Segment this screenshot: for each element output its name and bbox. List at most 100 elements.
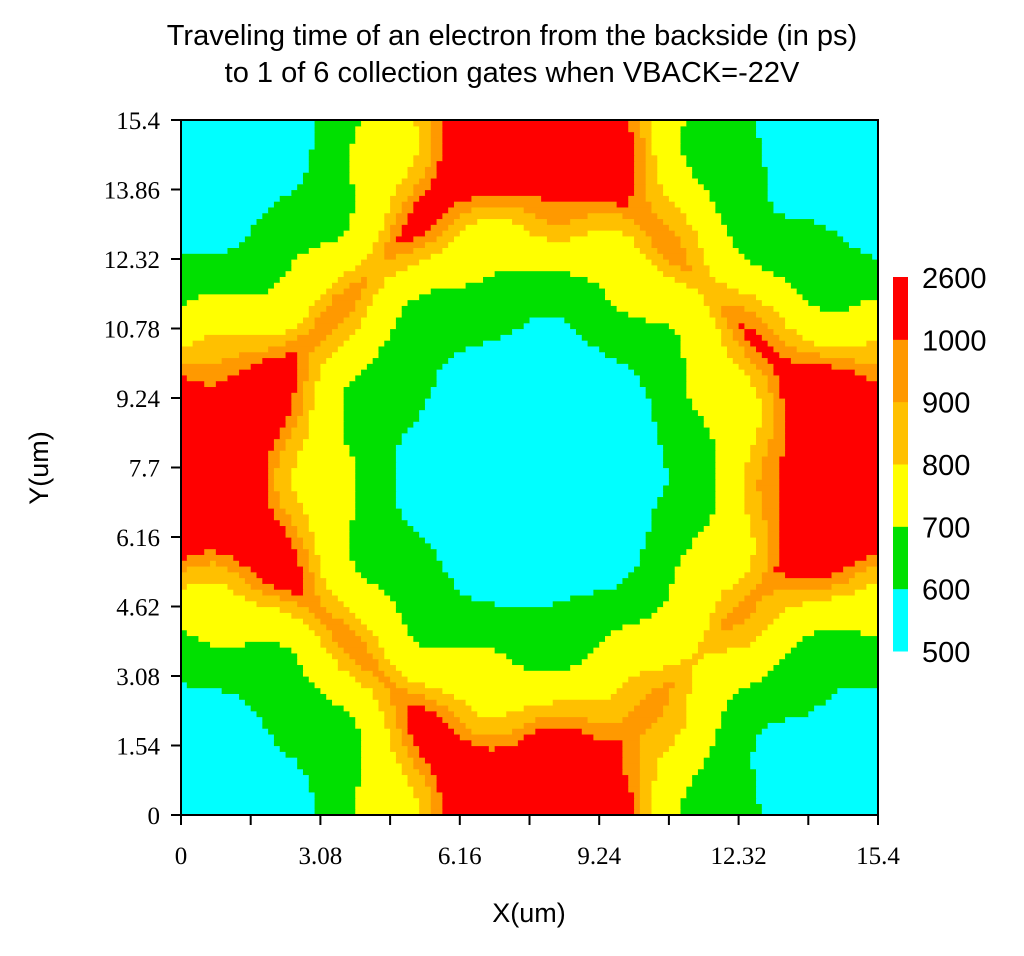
contour-cell [761,415,775,422]
contour-cell [651,519,711,527]
contour-cell [297,351,310,359]
contour-cell [645,172,658,179]
contour-cell [181,606,281,613]
contour-cell [395,218,409,225]
contour-cell [750,565,769,573]
contour-cell [686,380,751,388]
contour-cell [761,594,833,602]
contour-cell [442,791,635,799]
contour-cell [570,594,670,602]
contour-cell [407,426,658,434]
contour-cell [181,461,269,469]
contour-cell [395,473,670,480]
contour-cell [750,513,763,521]
contour-cell [535,212,589,220]
contour-cell [308,415,345,422]
contour-cell [738,363,757,370]
contour-cell [378,230,391,237]
contour-cell [401,305,618,312]
contour-cell [250,704,345,712]
contour-cell [279,594,321,602]
contour-cell [639,774,658,781]
contour-cell [616,305,711,312]
contour-cell [302,537,316,544]
contour-cell [779,525,878,532]
contour-cell [349,218,385,225]
contour-cell [181,519,281,527]
contour-cell [181,247,229,254]
contour-cell [343,618,362,625]
contour-cell [785,426,878,434]
contour-cell [279,455,298,463]
contour-cell [709,264,763,272]
contour-cell [779,502,878,509]
contour-cell [355,786,414,793]
contour-cell [297,455,356,463]
contour-cell [715,479,746,486]
contour-cell [814,629,862,637]
contour-cell [413,247,443,254]
contour-cell [645,728,682,735]
contour-cell [181,739,275,747]
contour-cell [744,484,757,492]
contour-cell [181,259,292,266]
contour-cell [378,345,467,353]
contour-cell [570,322,670,330]
contour-cell [779,542,878,550]
contour-cell [401,728,409,735]
contour-cell [314,322,339,330]
contour-cell [703,525,751,532]
contour-cell [651,235,682,243]
contour-cell [302,398,316,405]
contour-cell [384,241,426,249]
contour-cell [181,728,269,735]
contour-cell [639,791,653,799]
contour-cell [349,444,397,451]
contour-cell [674,276,716,283]
contour-cell [802,635,878,642]
contour-cell [250,565,304,573]
contour-cell [773,664,878,671]
contour-cell [756,797,878,805]
contour-cell [413,762,432,770]
contour-cell [349,710,385,718]
contour-cell [308,357,327,364]
contour-cell [308,786,356,793]
contour-cell [372,299,409,306]
contour-cell [697,241,734,249]
contour-cell [332,699,380,706]
contour-cell [442,687,618,694]
contour-cell [181,629,188,637]
contour-cell [361,739,391,747]
contour-cell [366,577,455,584]
contour-cell [535,728,583,735]
contour-cell [703,247,740,254]
contour-cell [622,681,664,689]
contour-cell [761,629,815,637]
contour-cell [181,681,188,689]
contour-cell [181,537,292,544]
contour-cell [430,137,443,144]
legend-swatch [893,401,908,465]
contour-cell [448,722,467,729]
contour-cell [860,629,878,637]
contour-cell [692,670,769,677]
contour-cell [297,531,316,538]
contour-cell [697,287,740,295]
contour-cell [343,386,432,393]
contour-cell [407,716,443,723]
contour-cell [605,287,699,295]
contour-cell [657,762,705,770]
contour-cell [308,160,351,167]
contour-cell [181,676,310,683]
contour-cell [756,774,878,781]
contour-cell [250,224,351,231]
contour-cell [355,183,397,191]
contour-cell [181,334,205,341]
contour-cell [761,334,780,341]
contour-cell [657,264,682,272]
contour-cell [320,340,345,347]
contour-cell [308,525,351,532]
contour-cell [744,502,763,509]
contour-cell [721,618,746,625]
